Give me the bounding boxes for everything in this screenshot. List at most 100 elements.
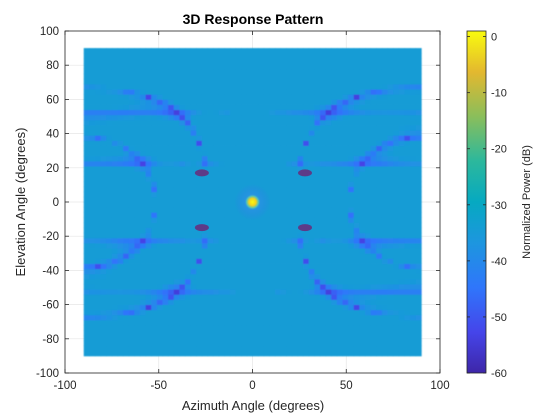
- heatmap-cell: [95, 345, 102, 352]
- heatmap-cell: [404, 248, 411, 254]
- heatmap-cell: [342, 191, 349, 198]
- heatmap-cell: [342, 78, 349, 85]
- heatmap-cell: [111, 48, 118, 54]
- heatmap-cell: [162, 340, 169, 347]
- heatmap-cell: [230, 166, 237, 172]
- heatmap-cell: [89, 237, 96, 244]
- heatmap-cell: [269, 145, 276, 152]
- heatmap-cell: [325, 73, 332, 80]
- heatmap-cell: [196, 335, 203, 341]
- heatmap-cell: [269, 340, 276, 347]
- heatmap-cell: [100, 212, 107, 218]
- heatmap-cell: [398, 84, 405, 90]
- heatmap-cell: [308, 176, 315, 182]
- heatmap-cell: [415, 207, 422, 213]
- heatmap-cell: [140, 268, 147, 275]
- main-lobe-peak: [244, 194, 261, 210]
- heatmap-cell: [134, 258, 141, 264]
- heatmap-cell: [381, 109, 388, 116]
- heatmap-cell: [263, 248, 270, 254]
- heatmap-cell: [370, 345, 377, 352]
- heatmap-cell: [314, 253, 321, 259]
- heatmap-cell: [185, 253, 192, 259]
- heatmap-cell: [224, 84, 231, 90]
- heatmap-cell: [269, 99, 276, 105]
- heatmap-cell: [100, 248, 107, 254]
- heatmap-cell: [83, 145, 90, 152]
- heatmap-cell: [381, 237, 388, 244]
- heatmap-cell: [280, 253, 287, 259]
- heatmap-cell: [365, 202, 372, 208]
- heatmap-cell: [100, 263, 107, 270]
- heatmap-cell: [235, 53, 242, 59]
- heatmap-cell: [207, 68, 214, 75]
- heatmap-cell: [269, 319, 276, 326]
- heatmap-cell: [179, 258, 186, 264]
- heatmap-cell: [241, 268, 248, 275]
- heatmap-cell: [168, 350, 175, 357]
- heatmap-cell: [415, 314, 422, 321]
- heatmap-cell: [376, 273, 383, 280]
- heatmap-cell: [252, 114, 259, 121]
- heatmap-cell: [179, 130, 186, 136]
- heatmap-cell: [162, 207, 169, 213]
- heatmap-cell: [370, 150, 377, 157]
- heatmap-cell: [201, 78, 208, 85]
- heatmap-cell: [297, 202, 304, 208]
- heatmap-cell: [224, 278, 231, 285]
- heatmap-cell: [331, 140, 338, 146]
- heatmap-cell: [162, 304, 169, 311]
- heatmap-cell: [241, 350, 248, 357]
- heatmap-cell: [258, 140, 265, 146]
- heatmap-cell: [348, 196, 355, 203]
- heatmap-cell: [342, 273, 349, 280]
- heatmap-cell: [218, 135, 225, 141]
- heatmap-cell: [370, 263, 377, 270]
- heatmap-cell: [336, 319, 343, 326]
- heatmap-cell: [89, 232, 96, 239]
- heatmap-cell: [230, 140, 237, 146]
- heatmap-cell: [179, 273, 186, 280]
- heatmap-cell: [106, 243, 113, 249]
- heatmap-cell: [207, 309, 214, 316]
- heatmap-cell: [291, 237, 298, 244]
- heatmap-cell: [151, 160, 158, 167]
- heatmap-cell: [291, 248, 298, 254]
- heatmap-cell: [275, 325, 282, 331]
- heatmap-cell: [297, 84, 304, 90]
- heatmap-cell: [196, 99, 203, 105]
- heatmap-cell: [224, 63, 231, 70]
- heatmap-cell: [303, 217, 310, 223]
- heatmap-cell: [269, 217, 276, 223]
- heatmap-cell: [151, 248, 158, 254]
- heatmap-cell: [201, 104, 208, 111]
- heatmap-cell: [190, 237, 197, 244]
- heatmap-cell: [348, 217, 355, 223]
- heatmap-cell: [381, 191, 388, 198]
- heatmap-cell: [224, 119, 231, 126]
- heatmap-cell: [179, 171, 186, 177]
- heatmap-cell: [196, 314, 203, 321]
- heatmap-cell: [230, 217, 237, 223]
- heatmap-cell: [280, 273, 287, 280]
- heatmap-cell: [145, 104, 152, 111]
- heatmap-cell: [213, 196, 220, 203]
- heatmap-cell: [258, 130, 265, 136]
- heatmap-cell: [387, 268, 394, 275]
- heatmap-cell: [359, 309, 366, 316]
- heatmap-cell: [320, 73, 327, 80]
- heatmap-cell: [297, 196, 304, 203]
- heatmap-cell: [269, 314, 276, 321]
- heatmap-cell: [106, 171, 113, 177]
- heatmap-cell: [173, 289, 180, 295]
- heatmap-cell: [280, 284, 287, 290]
- heatmap-cell: [303, 243, 310, 249]
- heatmap-cell: [230, 299, 237, 305]
- heatmap-cell: [393, 78, 400, 85]
- heatmap-cell: [325, 114, 332, 121]
- heatmap-cell: [156, 114, 163, 121]
- heatmap-cell: [376, 99, 383, 105]
- heatmap-cell: [162, 294, 169, 300]
- heatmap-cell: [128, 166, 135, 172]
- heatmap-cell: [207, 125, 214, 131]
